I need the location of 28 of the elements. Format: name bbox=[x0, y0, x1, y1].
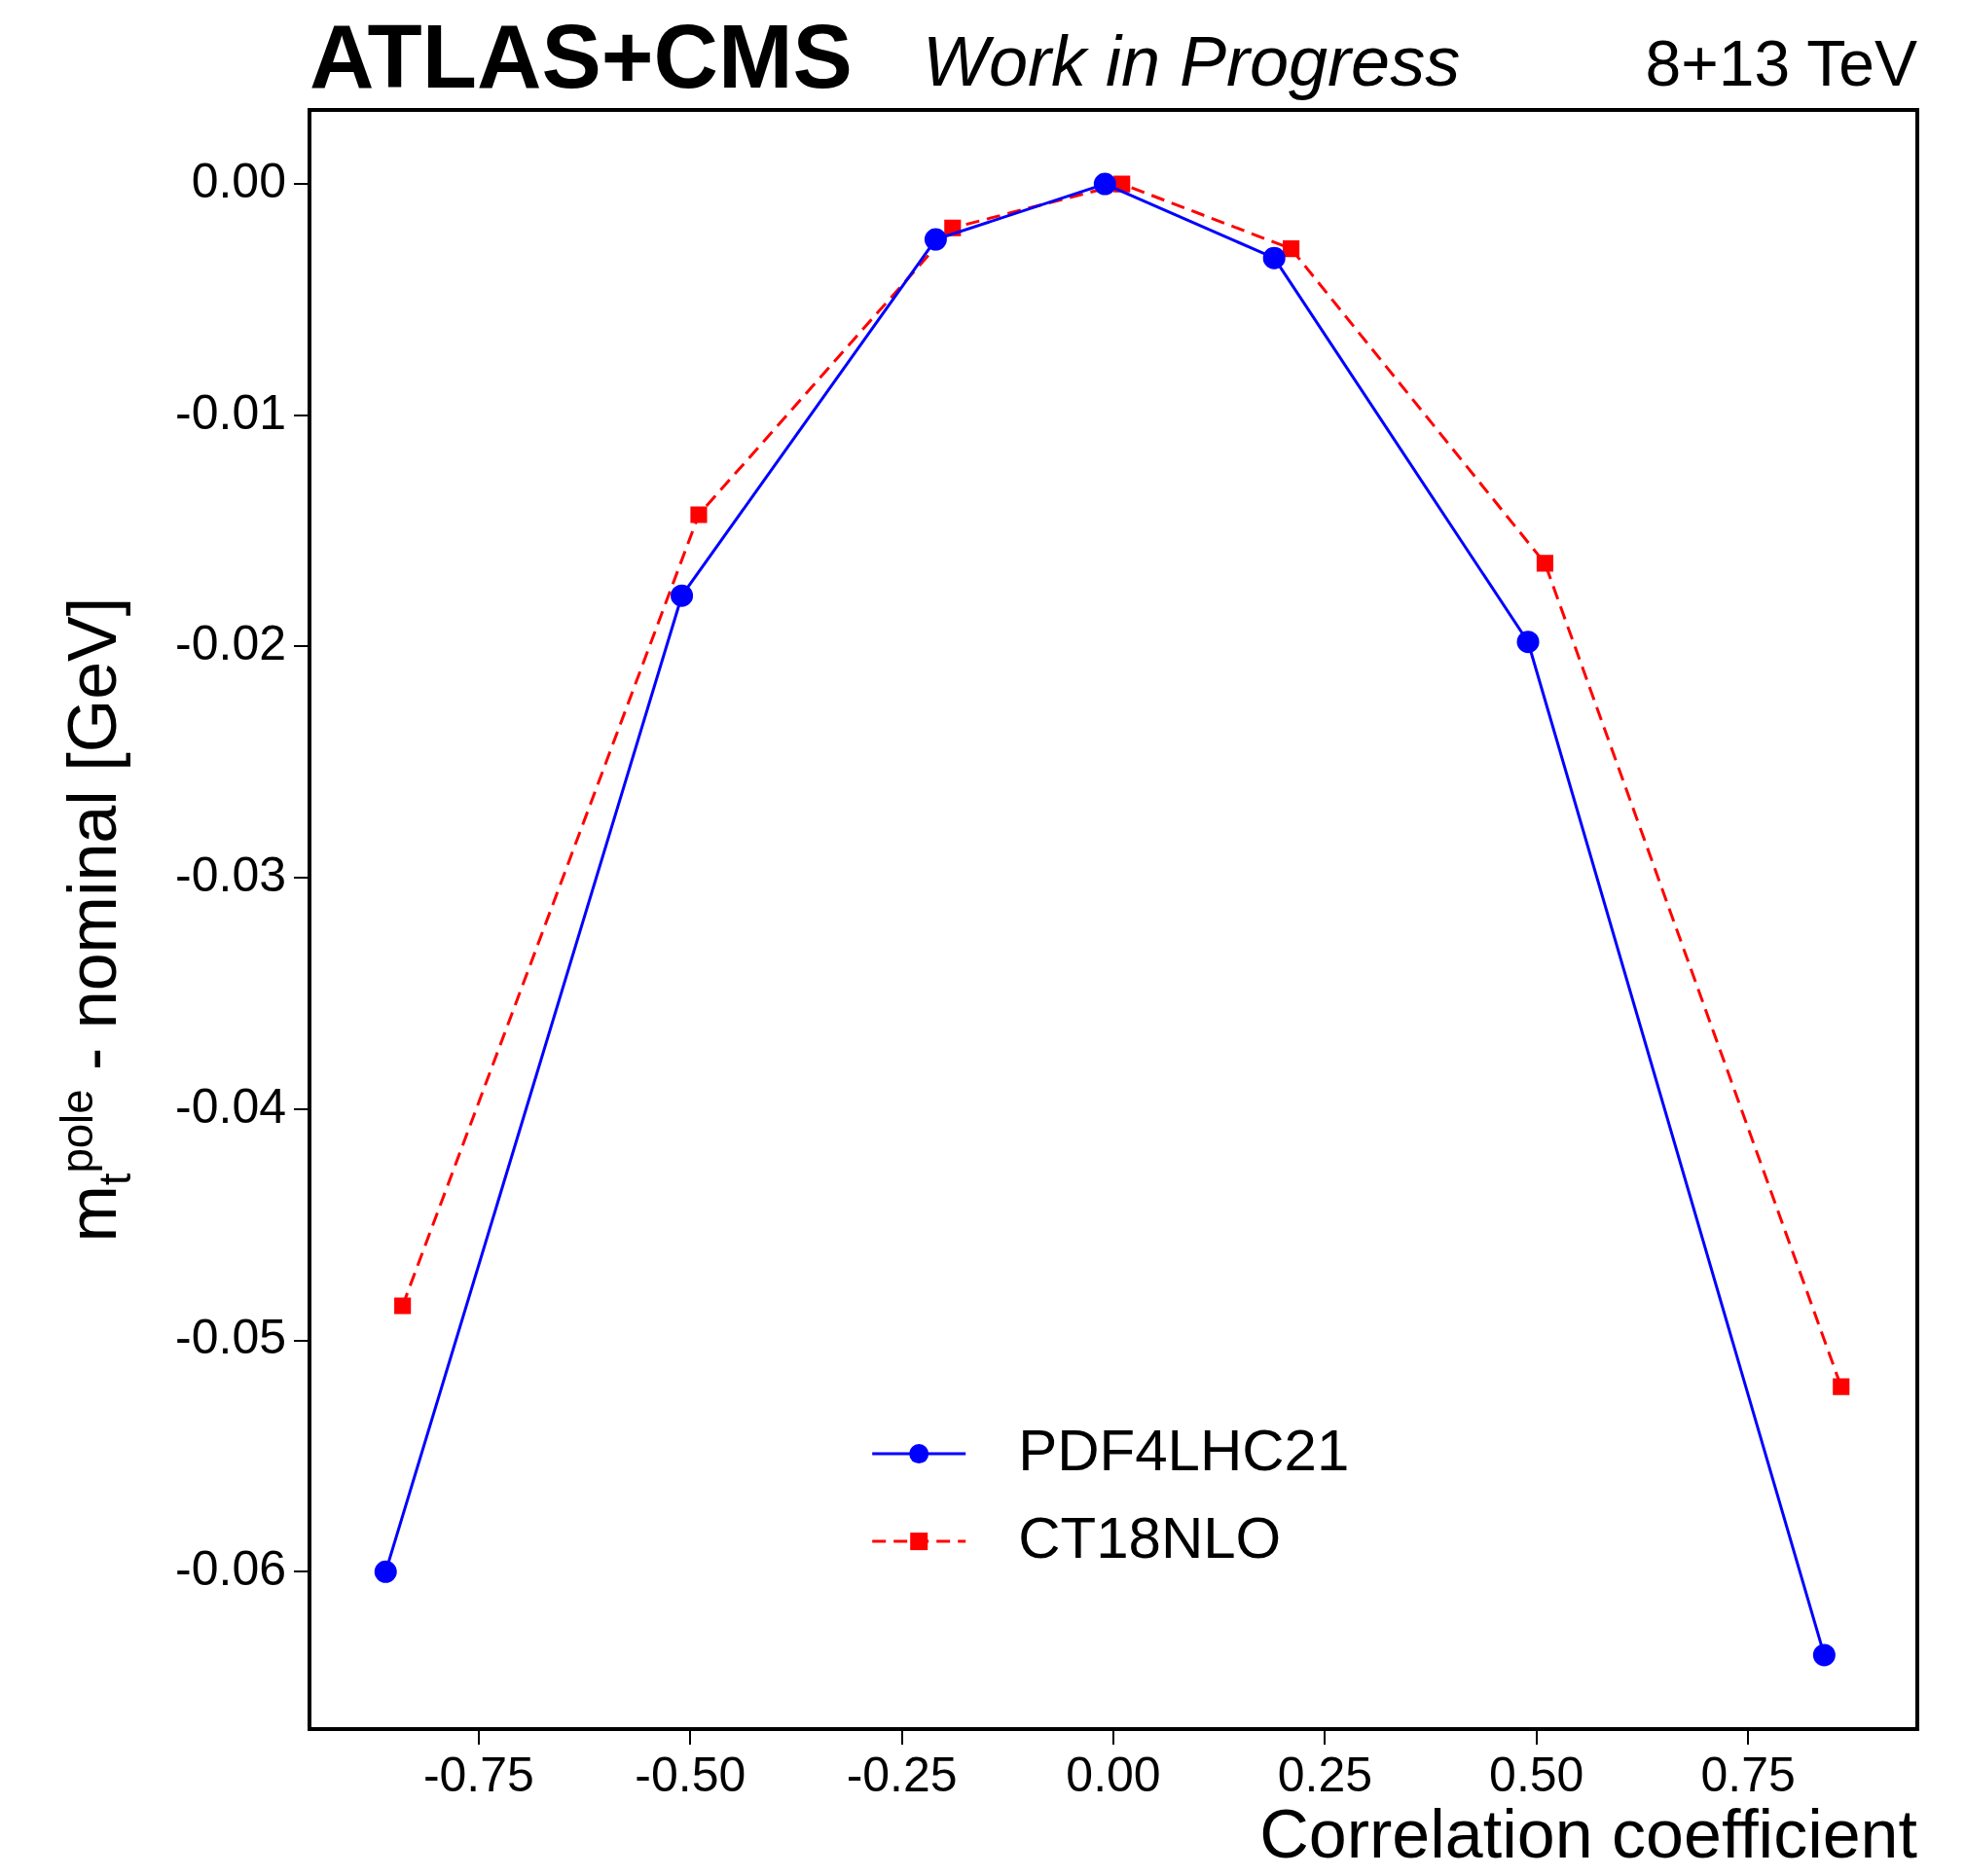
point bbox=[1833, 1378, 1850, 1395]
point bbox=[1812, 1643, 1836, 1667]
x-tick-label: 0.00 bbox=[1066, 1747, 1161, 1802]
chart-title: ATLAS+CMS bbox=[309, 7, 853, 106]
x-tick-label: -0.25 bbox=[846, 1747, 958, 1802]
y-tick-label: -0.04 bbox=[175, 1078, 286, 1134]
y-tick-label: -0.05 bbox=[175, 1310, 286, 1365]
point bbox=[1283, 240, 1300, 258]
chart-subtitle: Work in Progress bbox=[923, 21, 1461, 102]
text: 8+13 TeV bbox=[1645, 26, 1917, 101]
x-tick-label: -0.50 bbox=[635, 1747, 746, 1802]
point bbox=[1536, 555, 1553, 572]
point bbox=[1262, 246, 1286, 270]
point bbox=[924, 228, 947, 251]
point bbox=[374, 1560, 397, 1583]
y-tick-label: -0.02 bbox=[175, 616, 286, 671]
y-tick-label: -0.01 bbox=[175, 384, 286, 440]
y-tick-label: 0.00 bbox=[191, 153, 286, 208]
point bbox=[1093, 172, 1116, 196]
point bbox=[671, 584, 694, 607]
point bbox=[394, 1297, 412, 1315]
x-tick-label: -0.75 bbox=[422, 1747, 534, 1802]
y-tick-label: -0.06 bbox=[175, 1541, 286, 1597]
point bbox=[1516, 631, 1540, 654]
legend-label: CT18NLO bbox=[1018, 1504, 1282, 1570]
y-tick-label: -0.03 bbox=[175, 847, 286, 902]
point bbox=[690, 506, 708, 523]
legend-label: PDF4LHC21 bbox=[1018, 1417, 1350, 1483]
